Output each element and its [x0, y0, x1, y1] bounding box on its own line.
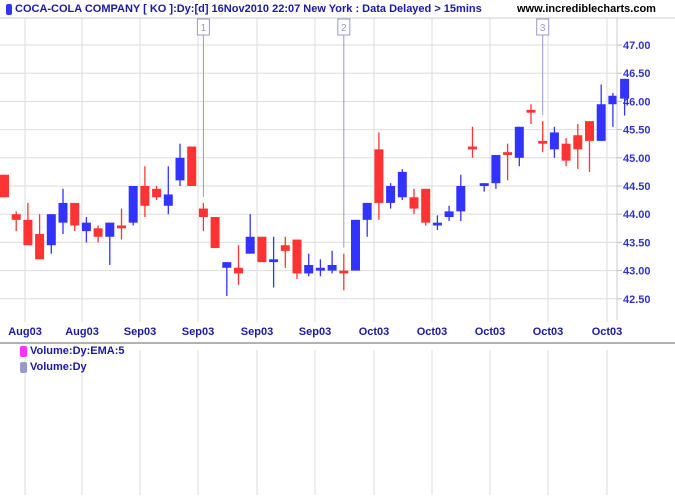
candle [386, 183, 396, 209]
event-marker-1[interactable]: 1 [196, 18, 210, 197]
date-tick-label: Oct03 [359, 326, 390, 338]
candle [35, 214, 45, 260]
candle [105, 222, 115, 265]
date-axis: Aug03 Aug03 Sep03 Sep03 Sep03 Sep03 Oct03 Oct03… [8, 326, 622, 338]
date-tick-label: Oct03 [533, 326, 564, 338]
date-tick-label: Sep03 [299, 326, 331, 338]
candle [222, 262, 232, 296]
candle [409, 188, 419, 215]
candle [608, 92, 618, 127]
candle [210, 217, 220, 249]
price-tick-label: 47.00 [623, 40, 651, 52]
candle [117, 208, 126, 240]
candle [187, 146, 197, 186]
price-axis: 47.00 46.50 46.00 45.50 45.00 44.50 44.00 43.50… [0, 17, 675, 320]
date-tick-label: Oct03 [417, 326, 448, 338]
svg-text:1: 1 [201, 23, 207, 34]
candle [128, 186, 138, 226]
candle [70, 202, 80, 232]
date-tick-label: Sep03 [124, 326, 156, 338]
candle [234, 245, 243, 285]
date-tick-label: Sep03 [182, 326, 214, 338]
candle [397, 169, 407, 201]
date-tick-label: Aug03 [65, 326, 99, 338]
legend-volume: Volume:Dy [20, 361, 87, 373]
candle [362, 202, 372, 237]
svg-text:3: 3 [540, 23, 546, 34]
candle [549, 126, 559, 158]
candle [93, 225, 103, 243]
price-tick-label: 44.00 [623, 209, 651, 221]
volume-swatch-icon [20, 361, 27, 373]
price-grid [0, 18, 617, 322]
candle [491, 154, 501, 189]
candle [351, 219, 360, 271]
date-tick-label: Sep03 [241, 326, 273, 338]
series-swatch-icon [6, 3, 12, 15]
candle [0, 174, 9, 198]
candle [538, 121, 548, 153]
candle [479, 183, 489, 192]
legend-volume-label: Volume:Dy [30, 361, 87, 373]
candle [257, 236, 267, 263]
candle [526, 104, 536, 124]
candle [198, 202, 208, 232]
price-tick-label: 42.50 [623, 294, 651, 306]
ema-swatch-icon [20, 345, 27, 357]
price-tick-label: 46.00 [623, 96, 651, 108]
chart-title-text: COCA-COLA COMPANY [ KO ]:Dy:[d] 16Nov201… [15, 3, 482, 15]
candle [280, 236, 290, 268]
price-tick-label: 45.00 [623, 153, 651, 165]
candle [514, 126, 524, 167]
candle [140, 166, 150, 218]
candle [432, 215, 442, 230]
event-marker-3[interactable]: 3 [536, 18, 550, 116]
candle [315, 259, 325, 277]
date-tick-label: Aug03 [8, 326, 42, 338]
candle [152, 186, 162, 201]
candle [11, 211, 21, 232]
chart-title: COCA-COLA COMPANY [ KO ]:Dy:[d] 16Nov201… [6, 3, 482, 15]
candle [58, 188, 68, 234]
event-markers: 1 2 3 [196, 18, 550, 248]
date-tick-label: Oct03 [592, 326, 623, 338]
candle [573, 123, 583, 170]
event-marker-2[interactable]: 2 [337, 18, 351, 248]
price-tick-label: 46.50 [623, 68, 651, 80]
candle [327, 250, 337, 274]
candle [374, 132, 384, 220]
candle [175, 143, 185, 186]
candlestick-series [0, 78, 630, 296]
legend-ema: Volume:Dy:EMA:5 [20, 345, 125, 357]
price-tick-label: 43.50 [623, 237, 651, 249]
candle [81, 217, 91, 243]
candle [561, 138, 571, 167]
price-tick-label: 43.00 [623, 266, 651, 278]
candle [269, 236, 279, 288]
date-tick-label: Oct03 [475, 326, 506, 338]
candle [468, 126, 477, 158]
site-url[interactable]: www.incrediblecharts.com [517, 3, 656, 15]
candle [292, 239, 302, 280]
candle [245, 214, 255, 254]
candle [304, 253, 314, 277]
candle [585, 121, 594, 172]
candle [421, 188, 431, 226]
price-tick-label: 44.50 [623, 181, 651, 193]
candle [503, 143, 513, 181]
legend-ema-label: Volume:Dy:EMA:5 [30, 345, 125, 357]
candle [620, 78, 630, 116]
candle [23, 202, 33, 246]
candle [596, 84, 606, 141]
price-tick-label: 45.50 [623, 125, 651, 137]
candle [163, 166, 173, 215]
candle [444, 205, 454, 221]
candle [46, 214, 56, 254]
svg-text:2: 2 [341, 23, 347, 34]
candle [339, 253, 349, 291]
volume-grid [24, 350, 608, 495]
candle [456, 174, 466, 221]
